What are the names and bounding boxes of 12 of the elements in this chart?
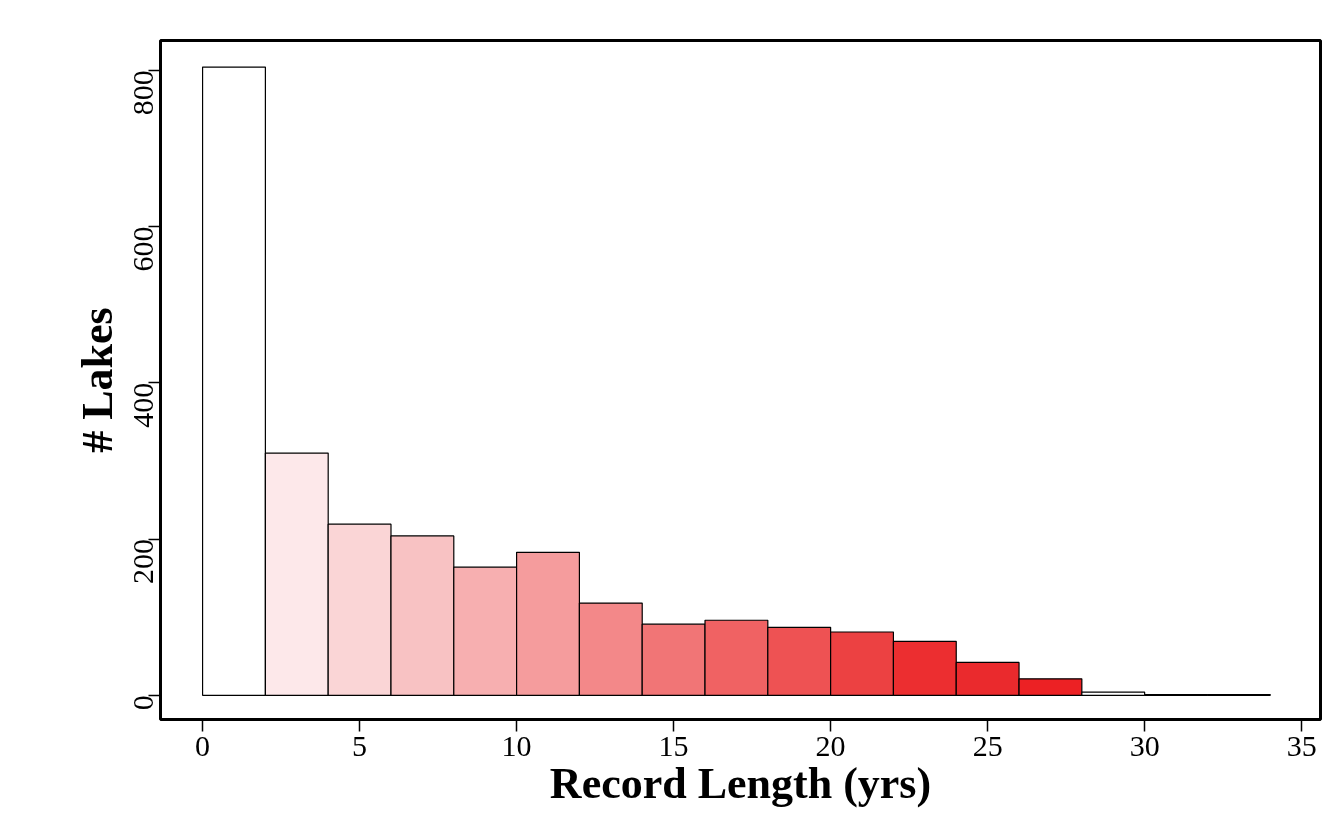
x-tick-label: 25 [972, 728, 1003, 762]
x-tick-label: 35 [1286, 728, 1317, 762]
y-tick-label: 800 [126, 70, 159, 116]
y-tick-label: 200 [126, 539, 159, 585]
y-axis-title: # Lakes [72, 307, 122, 453]
x-tick-label: 30 [1129, 728, 1160, 762]
y-tick-label: 600 [126, 226, 159, 272]
y-tick-label: 400 [126, 382, 159, 428]
y-tick-label: 0 [126, 695, 159, 711]
x-tick-label: 5 [352, 728, 368, 762]
x-tick-label: 10 [501, 728, 532, 762]
x-tick-label: 0 [195, 728, 211, 762]
